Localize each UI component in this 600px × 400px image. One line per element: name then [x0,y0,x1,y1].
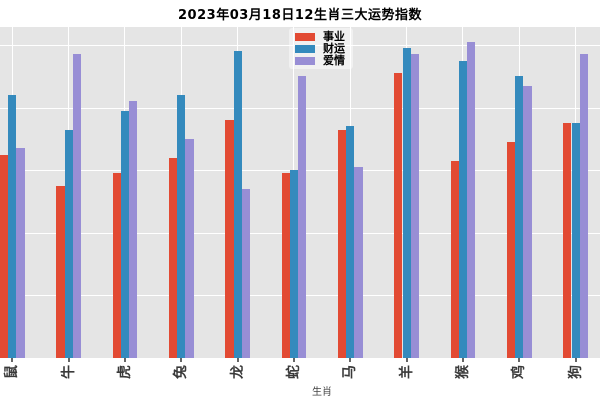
x-tick [180,358,183,362]
x-tick-label-鸡: 鸡 [511,365,528,379]
x-tick [461,358,464,362]
love-swatch-icon [295,56,315,65]
bar-爱情-龙 [241,189,250,358]
legend-item-career: 事业 [295,30,345,43]
x-tick [292,358,295,362]
bar-财运-虎 [120,111,130,358]
legend-label: 事业 [323,30,345,43]
bar-事业-兔 [168,158,178,358]
x-tick [405,358,408,362]
legend: 事业 财运 爱情 [289,28,353,69]
x-tick-label-猴: 猴 [454,365,471,379]
bar-爱情-狗 [579,54,588,358]
x-tick-label-兔: 兔 [173,365,190,379]
bar-财运-兔 [177,95,186,358]
plot-area [0,27,600,358]
x-tick [236,358,239,362]
wealth-swatch-icon [295,44,315,53]
x-tick-label-蛇: 蛇 [285,365,302,379]
bar-爱情-鸡 [523,86,532,358]
x-tick [11,358,14,362]
bar-事业-鼠 [0,155,9,358]
bar-事业-虎 [112,173,121,358]
x-tick-label-鼠: 鼠 [4,365,21,379]
bar-爱情-蛇 [298,76,307,358]
bar-爱情-虎 [129,101,138,358]
legend-item-wealth: 财运 [295,42,345,55]
bar-财运-龙 [233,51,242,358]
bar-爱情-兔 [185,139,194,358]
bar-财运-狗 [571,123,580,358]
x-tick-label-狗: 狗 [567,365,584,379]
bar-事业-羊 [394,73,403,358]
career-swatch-icon [295,32,315,41]
bar-财运-马 [346,126,355,358]
chart-title: 2023年03月18日12生肖三大运势指数 [178,8,422,23]
bar-事业-马 [337,130,347,358]
bar-财运-鸡 [515,76,524,358]
bar-财运-羊 [402,48,411,358]
bar-事业-蛇 [281,173,290,358]
bar-爱情-鼠 [16,148,25,358]
x-tick [574,358,577,362]
bar-事业-牛 [56,186,65,358]
bar-财运-猴 [458,61,468,358]
x-tick-label-羊: 羊 [398,365,415,379]
bar-爱情-牛 [72,54,81,358]
x-tick-label-牛: 牛 [60,365,77,379]
bar-财运-蛇 [289,170,299,358]
x-tick-label-龙: 龙 [229,365,246,379]
bar-爱情-羊 [410,54,419,358]
bar-财运-鼠 [8,95,17,358]
legend-label: 爱情 [323,54,345,67]
bar-爱情-猴 [467,42,476,358]
x-tick-label-马: 马 [342,365,359,379]
bar-事业-鸡 [506,142,516,358]
x-tick [67,358,70,362]
x-axis-label: 生肖 [312,387,332,398]
bar-事业-猴 [450,161,459,358]
bar-事业-狗 [563,123,572,358]
bar-爱情-马 [354,167,363,358]
x-tick [349,358,352,362]
x-tick-label-虎: 虎 [116,365,133,379]
x-tick [518,358,521,362]
x-tick [123,358,126,362]
legend-item-love: 爱情 [295,54,345,67]
legend-label: 财运 [323,42,345,55]
bar-事业-龙 [225,120,234,358]
bar-财运-牛 [64,130,73,358]
